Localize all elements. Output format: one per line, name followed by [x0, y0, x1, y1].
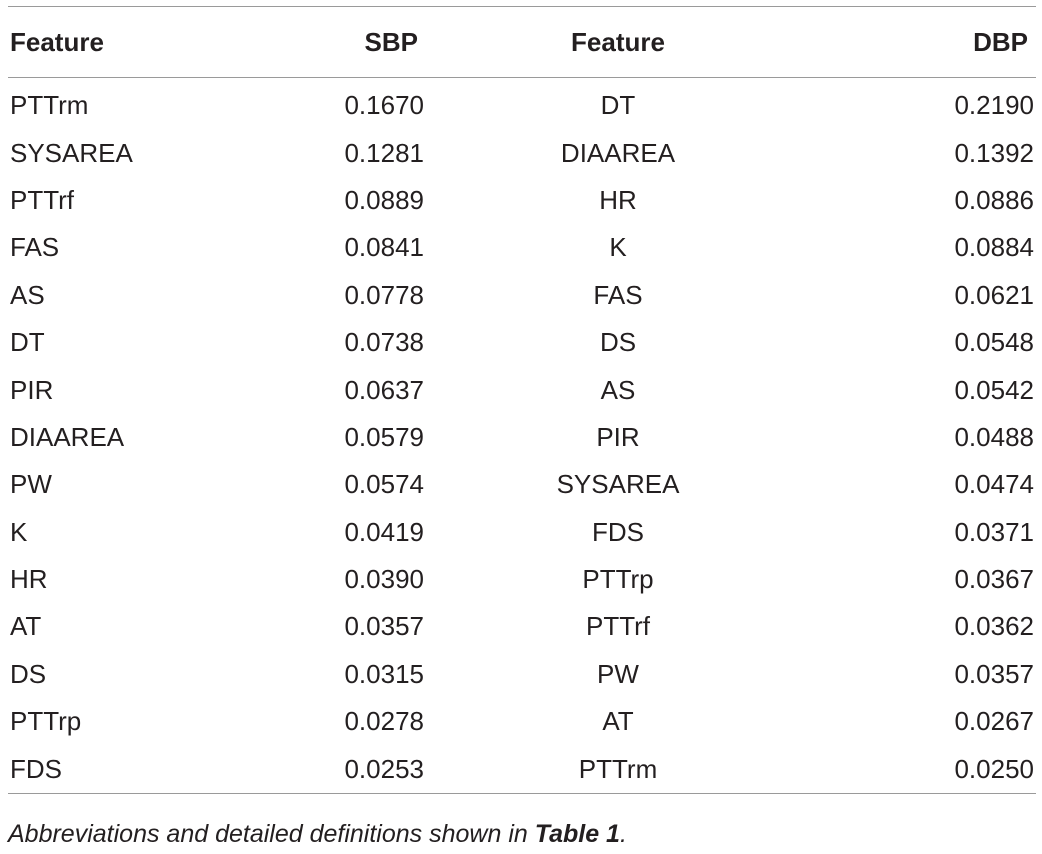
cell-sbp-value: 0.0574: [344, 469, 424, 500]
header-sbp: SBP: [364, 26, 418, 57]
cell-sbp-value: 0.1281: [344, 137, 424, 168]
table-row: PTTrf 0.0889 HR 0.0886: [8, 177, 1036, 224]
cell-dbp-value: 0.0250: [954, 753, 1034, 784]
table-row: AT 0.0357 PTTrf 0.0362: [8, 603, 1036, 650]
cell-feature-sbp: FDS: [10, 753, 62, 784]
cell-dbp-value: 0.2190: [954, 90, 1034, 121]
cell-feature-sbp: DS: [10, 658, 47, 689]
cell-sbp-value: 0.0778: [344, 279, 424, 310]
table-row: DS 0.0315 PW 0.0357: [8, 651, 1036, 698]
cell-sbp-value: 0.0315: [344, 658, 424, 689]
table-row: PTTrp 0.0278 AT 0.0267: [8, 698, 1036, 745]
cell-dbp-value: 0.0362: [954, 611, 1034, 642]
cell-feature-sbp: PTTrf: [10, 184, 75, 215]
cell-sbp-value: 0.1670: [344, 90, 424, 121]
cell-sbp-value: 0.0579: [344, 421, 424, 452]
table-row: DIAAREA 0.0579 PIR 0.0488: [8, 414, 1036, 461]
cell-feature-dbp: DS: [599, 327, 637, 358]
header-feature-dbp: Feature: [571, 26, 665, 57]
cell-feature-dbp: DIAAREA: [560, 137, 676, 168]
cell-feature-sbp: K: [10, 516, 28, 547]
cell-feature-dbp: PTTrp: [582, 564, 654, 595]
cell-feature-sbp: FAS: [10, 232, 60, 263]
cell-dbp-value: 0.0884: [954, 232, 1034, 263]
table-row: HR 0.0390 PTTrp 0.0367: [8, 556, 1036, 603]
footnote-suffix: .: [619, 820, 627, 848]
cell-feature-dbp: PTTrf: [585, 611, 651, 642]
cell-feature-sbp: PTTrm: [10, 90, 89, 121]
cell-sbp-value: 0.0738: [344, 327, 424, 358]
cell-dbp-value: 0.0621: [954, 279, 1034, 310]
table-row: PIR 0.0637 AS 0.0542: [8, 366, 1036, 413]
table-header-row: Feature SBP Feature DBP: [8, 6, 1036, 78]
cell-feature-sbp: PIR: [10, 374, 54, 405]
cell-dbp-value: 0.0488: [954, 421, 1034, 452]
table-footnote: Abbreviations and detailed definitions s…: [8, 820, 627, 849]
cell-dbp-value: 0.0886: [954, 184, 1034, 215]
cell-feature-sbp: DIAAREA: [10, 421, 125, 452]
cell-feature-dbp: PTTrm: [578, 753, 658, 784]
cell-sbp-value: 0.0253: [344, 753, 424, 784]
cell-feature-sbp: PW: [10, 469, 52, 500]
cell-feature-dbp: HR: [599, 184, 637, 215]
cell-dbp-value: 0.0371: [954, 516, 1034, 547]
feature-importance-table: Feature SBP Feature DBP PTTrm 0.1670 DT 0.2…: [8, 6, 1036, 794]
table-row: FAS 0.0841 K 0.0884: [8, 224, 1036, 271]
cell-sbp-value: 0.0889: [344, 184, 424, 215]
cell-feature-dbp: AT: [602, 706, 634, 737]
cell-sbp-value: 0.0390: [344, 564, 424, 595]
table-body: PTTrm 0.1670 DT 0.2190 SYSAREA 0.1281 DIAAREA 0…: [8, 78, 1036, 794]
cell-dbp-value: 0.0357: [954, 658, 1034, 689]
cell-sbp-value: 0.0278: [344, 706, 424, 737]
cell-feature-dbp: DT: [600, 90, 636, 121]
table-row: PW 0.0574 SYSAREA 0.0474: [8, 461, 1036, 508]
header-dbp: DBP: [973, 26, 1028, 57]
cell-feature-dbp: AS: [600, 374, 636, 405]
table-row: FDS 0.0253 PTTrm 0.0250: [8, 745, 1036, 794]
cell-dbp-value: 0.0542: [954, 374, 1034, 405]
table-row: K 0.0419 FDS 0.0371: [8, 509, 1036, 556]
cell-feature-sbp: SYSAREA: [10, 137, 133, 168]
cell-sbp-value: 0.0637: [344, 374, 424, 405]
cell-feature-sbp: AS: [10, 279, 45, 310]
header-feature-sbp: Feature: [10, 26, 104, 57]
table-row: SYSAREA 0.1281 DIAAREA 0.1392: [8, 129, 1036, 176]
table-row: DT 0.0738 DS 0.0548: [8, 319, 1036, 366]
cell-sbp-value: 0.0419: [344, 516, 424, 547]
cell-dbp-value: 0.0474: [954, 469, 1034, 500]
cell-sbp-value: 0.0841: [344, 232, 424, 263]
cell-feature-dbp: SYSAREA: [556, 469, 680, 500]
cell-feature-sbp: HR: [10, 564, 48, 595]
cell-sbp-value: 0.0357: [344, 611, 424, 642]
cell-dbp-value: 0.0548: [954, 327, 1034, 358]
table-row: PTTrm 0.1670 DT 0.2190: [8, 78, 1036, 130]
cell-feature-dbp: PW: [597, 658, 639, 689]
cell-feature-sbp: AT: [10, 611, 42, 642]
feature-importance-table-container: Feature SBP Feature DBP PTTrm 0.1670 DT 0.2…: [8, 6, 1036, 794]
cell-feature-dbp: FAS: [593, 279, 643, 310]
cell-feature-sbp: DT: [10, 327, 45, 358]
footnote-table-reference: Table 1: [534, 820, 620, 848]
footnote-text: Abbreviations and detailed definitions s…: [8, 820, 535, 848]
cell-dbp-value: 0.0367: [954, 564, 1034, 595]
cell-dbp-value: 0.1392: [954, 137, 1034, 168]
cell-feature-dbp: PIR: [596, 421, 640, 452]
cell-feature-sbp: PTTrp: [10, 706, 82, 737]
cell-feature-dbp: FDS: [592, 516, 644, 547]
table-row: AS 0.0778 FAS 0.0621: [8, 272, 1036, 319]
cell-feature-dbp: K: [609, 232, 627, 263]
cell-dbp-value: 0.0267: [954, 706, 1034, 737]
